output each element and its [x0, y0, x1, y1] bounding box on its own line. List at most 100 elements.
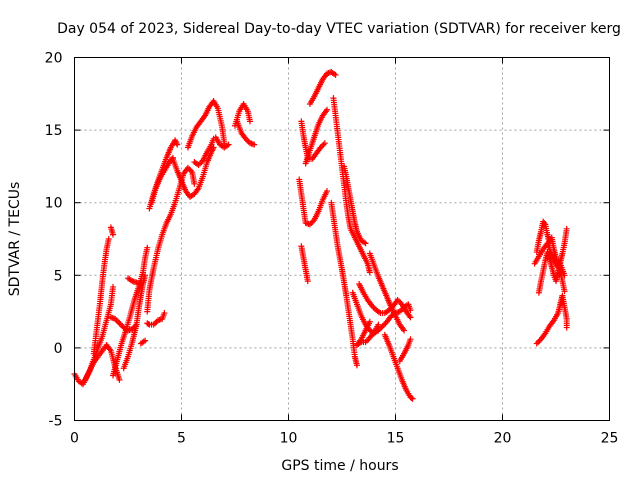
plot-frame: [74, 57, 610, 421]
data-point: [246, 118, 253, 125]
series-arc-q: [212, 134, 232, 151]
data-point: [225, 141, 232, 148]
data-point: [116, 320, 123, 327]
data-point: [137, 281, 144, 288]
data-point: [363, 337, 370, 344]
data-point: [115, 318, 122, 325]
data-point: [332, 71, 339, 78]
series-arc-t: [298, 118, 311, 161]
data-point: [105, 236, 112, 242]
series-arc-z: [328, 199, 360, 369]
data-points: [71, 69, 570, 402]
series-arc-d: [107, 224, 117, 238]
series-arc-ag: [381, 331, 416, 402]
series-arc-i: [137, 337, 149, 347]
y-tick-label: 5: [54, 268, 63, 284]
x-tick-label: 5: [177, 431, 186, 447]
data-point: [324, 188, 331, 195]
series-arc-f: [120, 272, 149, 372]
data-point: [407, 307, 414, 314]
x-tick-label: 0: [70, 431, 79, 447]
data-point: [174, 141, 181, 148]
series-arc-w: [302, 106, 331, 167]
series-arc-v: [298, 243, 311, 285]
x-tick-label: 15: [387, 431, 405, 447]
data-point: [396, 308, 403, 315]
grid: [74, 57, 610, 421]
data-point: [375, 321, 382, 328]
series-arc-af: [353, 318, 382, 348]
data-point: [152, 320, 159, 327]
series-arc-y: [306, 69, 339, 107]
x-axis-label: GPS time / hours: [281, 458, 398, 474]
series-arc-c: [90, 236, 112, 357]
data-point: [407, 314, 414, 321]
series-arc-g: [107, 314, 140, 334]
data-point: [142, 337, 149, 344]
data-point: [324, 106, 331, 113]
data-point: [308, 220, 315, 227]
series-arc-o: [184, 98, 228, 151]
axis-ticks: 0 5 10 15 20 25 -5 0 5 10 15 20: [45, 51, 619, 447]
chart-title: Day 054 of 2023, Sidereal Day-to-day VTE…: [57, 21, 621, 37]
data-point: [353, 362, 360, 369]
data-point: [320, 141, 327, 148]
data-point: [535, 339, 542, 346]
data-point: [191, 180, 198, 187]
data-point: [110, 283, 117, 290]
data-point: [408, 394, 415, 401]
x-tick-label: 20: [494, 431, 512, 447]
series-arc-r: [232, 100, 253, 129]
data-point: [145, 320, 152, 327]
data-point: [306, 221, 313, 228]
series-arc-j: [144, 310, 168, 328]
data-point: [409, 395, 416, 402]
data-point: [110, 231, 117, 238]
series-arc-al: [531, 240, 568, 295]
data-point: [401, 327, 408, 334]
series-arc-a: [71, 341, 123, 388]
series-arc-ah: [396, 336, 414, 364]
x-tick-label: 25: [601, 431, 619, 447]
data-point: [112, 315, 119, 322]
series-arc-k: [144, 164, 198, 315]
data-point: [533, 340, 540, 347]
data-point: [563, 324, 570, 331]
series-arc-h: [125, 275, 144, 288]
data-point: [197, 160, 204, 167]
data-point: [362, 240, 369, 247]
series-arc-x: [304, 140, 328, 163]
series-arc-m: [148, 154, 176, 206]
series-arc-b: [82, 283, 117, 383]
data-point: [304, 278, 311, 285]
data-point: [251, 141, 258, 148]
data-point: [378, 324, 385, 331]
data-point: [142, 272, 149, 279]
y-tick-label: 10: [45, 196, 63, 212]
x-tick-label: 10: [280, 431, 298, 447]
y-tick-label: 15: [45, 123, 63, 139]
data-point: [366, 269, 373, 276]
data-point: [116, 376, 123, 383]
y-tick-label: 0: [54, 341, 63, 357]
data-point: [144, 244, 151, 251]
series-arc-e: [110, 244, 151, 379]
series-arc-s: [234, 118, 258, 148]
y-tick-label: 20: [45, 51, 63, 67]
data-point: [133, 321, 140, 328]
y-tick-label: -5: [49, 414, 63, 430]
series-arc-u: [296, 176, 331, 228]
series-arc-ak: [533, 292, 570, 347]
y-axis-label: SDTVAR / TECUs: [7, 182, 23, 297]
series-arc-ad: [356, 281, 414, 321]
data-point: [379, 323, 386, 330]
series-arc-ab: [341, 163, 369, 247]
data-point: [563, 225, 570, 232]
data-point: [561, 288, 568, 295]
data-point: [161, 310, 168, 317]
data-point: [381, 321, 388, 328]
data-point: [407, 336, 414, 343]
data-point: [117, 321, 124, 328]
series-arc-n: [169, 144, 217, 200]
